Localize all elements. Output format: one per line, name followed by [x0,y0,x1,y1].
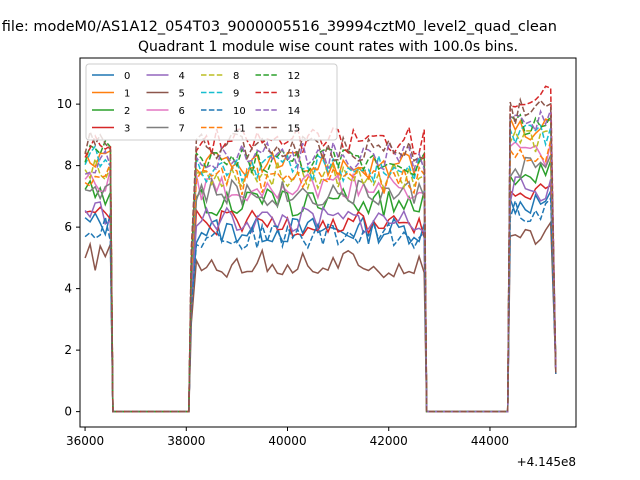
series-line-4 [84,176,557,413]
legend-label: 9 [233,89,239,100]
legend-label: 6 [179,106,185,117]
x-tick-label: 44000 [471,434,509,448]
y-tick-label: 6 [64,220,72,234]
y-tick-label: 0 [64,405,72,419]
series-line-7 [84,154,557,413]
series-line-1 [84,117,557,413]
series-line-2 [84,160,557,413]
legend-label: 11 [233,124,246,135]
y-tick-label: 2 [64,343,72,357]
series-line-12 [84,113,557,413]
x-offset-label: +4.145e8 [517,455,576,469]
legend-label: 12 [288,71,301,82]
series-line-14 [84,109,557,413]
legend-box [85,63,338,141]
y-axis: 0 2 4 6 8 10 [57,97,80,419]
x-tick-label: 38000 [167,434,205,448]
legend-label: 14 [288,106,301,117]
x-tick-label: 36000 [66,434,104,448]
x-tick-label: 42000 [370,434,408,448]
legend-label: 13 [288,89,301,100]
figure-suptitle: n file: modeM0/AS1A12_054T03_9000005516_… [0,19,557,35]
legend-label: 7 [179,124,185,135]
legend-label: 3 [124,124,130,135]
legend-label: 4 [179,71,185,82]
plot-frame [79,57,577,428]
y-tick-label: 10 [57,97,72,111]
legend-label: 15 [288,124,301,135]
x-tick-label: 40000 [268,434,306,448]
legend-label: 5 [179,89,185,100]
legend-label: 1 [124,89,130,100]
plot-lines [84,85,557,413]
chart-title: Quadrant 1 module wise count rates with … [138,39,518,55]
legend-label: 8 [233,71,239,82]
legend-label: 2 [124,106,130,117]
series-line-15 [84,96,557,413]
y-tick-label: 8 [64,159,72,173]
legend-label: 10 [233,106,246,117]
x-axis: 36000 38000 40000 42000 44000 [66,427,509,448]
series-line-9 [84,123,557,413]
series-line-5 [84,220,557,413]
y-tick-label: 4 [64,282,72,296]
legend-label: 0 [124,71,130,82]
